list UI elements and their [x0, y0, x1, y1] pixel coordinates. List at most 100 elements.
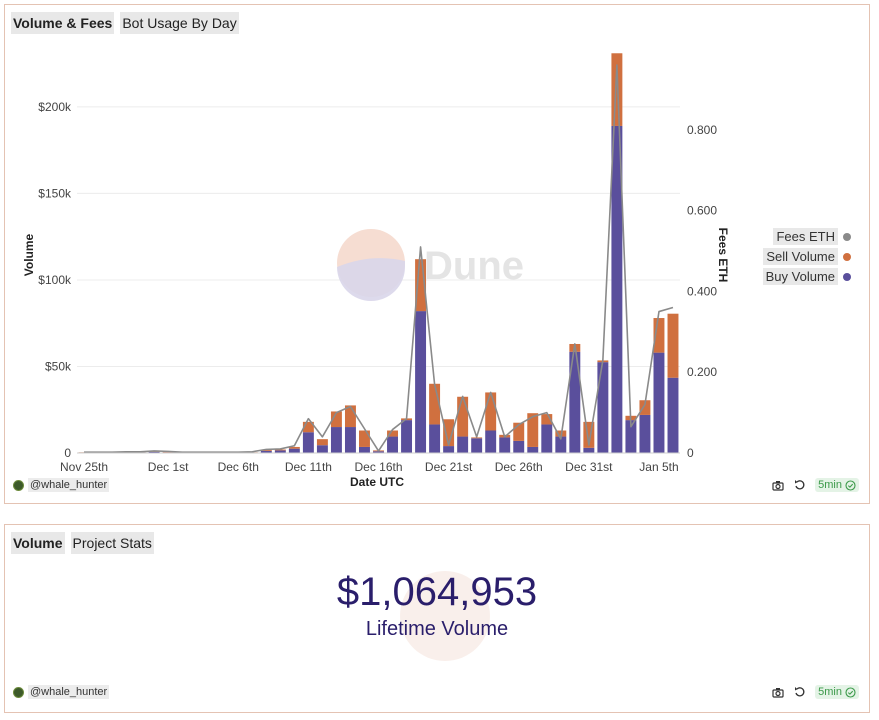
x-tick-label: Dec 26th: [495, 460, 543, 474]
bar-buy-volume[interactable]: [148, 451, 160, 453]
bar-sell-volume[interactable]: [485, 392, 497, 431]
bar-buy-volume[interactable]: [555, 436, 567, 453]
counter-value: $1,064,953: [336, 570, 538, 614]
bar-buy-volume[interactable]: [443, 446, 455, 453]
bar-sell-volume[interactable]: [330, 411, 342, 428]
bar-buy-volume[interactable]: [373, 451, 384, 453]
bar-buy-volume[interactable]: [513, 440, 525, 453]
legend-item-fees[interactable]: Fees ETH: [763, 227, 851, 246]
y-tick-label: 0: [64, 446, 71, 460]
bar-buy-volume[interactable]: [639, 414, 651, 453]
refresh-interval-badge[interactable]: 5min: [815, 478, 859, 492]
bar-sell-volume[interactable]: [443, 419, 455, 447]
bar-sell-volume[interactable]: [260, 450, 272, 451]
bar-buy-volume[interactable]: [471, 438, 483, 453]
bar-sell-volume[interactable]: [667, 313, 679, 378]
bar-sell-volume[interactable]: [653, 318, 665, 353]
bar-buy-volume[interactable]: [485, 430, 497, 453]
bar-buy-volume[interactable]: [611, 125, 623, 454]
bar-sell-volume[interactable]: [471, 437, 483, 439]
bar-buy-volume[interactable]: [316, 445, 328, 453]
y2-axis-title: Fees ETH: [716, 228, 730, 283]
x-tick-label: Dec 16th: [354, 460, 402, 474]
legend-label-buy: Buy Volume: [762, 268, 838, 285]
tab-project-stats[interactable]: Project Stats: [70, 532, 154, 554]
refresh-icon[interactable]: [793, 478, 807, 492]
bar-buy-volume[interactable]: [527, 446, 539, 453]
chart-panel-tabs: Volume & Fees Bot Usage By Day: [11, 12, 239, 34]
tab-volume-fees[interactable]: Volume & Fees: [11, 12, 115, 34]
bar-buy-volume[interactable]: [260, 450, 272, 453]
camera-icon[interactable]: [771, 478, 785, 492]
bar-buy-volume[interactable]: [499, 437, 511, 453]
bar-sell-volume[interactable]: [302, 421, 314, 433]
chart-legend: Fees ETH Sell Volume Buy Volume: [762, 227, 851, 287]
bar-sell-volume[interactable]: [457, 396, 469, 437]
axes: 0 $50k $100k $150k $200k 0 0.200 0.400 0.600 0.80…: [38, 100, 717, 474]
x-tick-label: Dec 1st: [148, 460, 189, 474]
bar-sell-volume[interactable]: [387, 430, 398, 437]
bar-buy-volume[interactable]: [583, 447, 595, 453]
bar-sell-volume[interactable]: [415, 259, 427, 312]
watermark: Dune: [337, 229, 524, 301]
y-tick-label: $50k: [45, 359, 72, 373]
volume-fees-chart: Dune 0 $50k $100k $150k $200k 0 0.200 0.400 0.60…: [22, 53, 730, 489]
bar-sell-volume[interactable]: [429, 383, 441, 425]
author-name: @whale_hunter: [28, 685, 110, 699]
y-tick-label: $150k: [38, 186, 72, 200]
bar-buy-volume[interactable]: [302, 432, 314, 453]
y2-tick-label: 0.200: [687, 365, 717, 379]
bar-sell-volume[interactable]: [316, 439, 328, 446]
author[interactable]: @whale_hunter: [13, 685, 110, 699]
bar-sell-volume[interactable]: [513, 422, 525, 441]
check-circle-icon: [845, 479, 856, 491]
refresh-icon[interactable]: [793, 685, 807, 699]
y-tick-label: $100k: [38, 273, 72, 287]
bar-buy-volume[interactable]: [344, 427, 356, 453]
bar-buy-volume[interactable]: [288, 448, 300, 453]
camera-icon[interactable]: [771, 685, 785, 699]
x-tick-label: Jan 5th: [639, 460, 678, 474]
tab-volume[interactable]: Volume: [11, 532, 65, 554]
bar-buy-volume[interactable]: [625, 420, 637, 453]
stat-panel-tabs: Volume Project Stats: [11, 532, 154, 554]
bar-buy-volume[interactable]: [429, 424, 441, 453]
x-tick-label: Dec 31st: [565, 460, 613, 474]
stat-panel-footer: @whale_hunter 5min: [13, 685, 859, 699]
tab-bot-usage-by-day[interactable]: Bot Usage By Day: [120, 12, 239, 34]
bar-buy-volume[interactable]: [569, 351, 581, 453]
author-name: @whale_hunter: [28, 478, 110, 492]
bar-buy-volume[interactable]: [330, 427, 342, 453]
bar-buy-volume[interactable]: [274, 450, 286, 453]
refresh-interval-badge[interactable]: 5min: [815, 685, 859, 699]
bar-sell-volume[interactable]: [359, 430, 370, 447]
bar-buy-volume[interactable]: [667, 377, 679, 453]
line-fees-eth[interactable]: [84, 64, 674, 453]
bar-buy-volume[interactable]: [359, 446, 370, 453]
bar-buy-volume[interactable]: [597, 362, 609, 453]
bar-buy-volume[interactable]: [387, 436, 398, 453]
refresh-interval-label: 5min: [818, 686, 842, 698]
bar-buy-volume[interactable]: [457, 436, 469, 453]
author[interactable]: @whale_hunter: [13, 478, 110, 492]
legend-dot-buy: [843, 272, 851, 281]
panel-actions: 5min: [771, 478, 859, 492]
bar-sell-volume[interactable]: [583, 421, 595, 448]
legend-item-buy[interactable]: Buy Volume: [762, 267, 851, 286]
y-tick-label: $200k: [38, 100, 72, 114]
bar-sell-volume[interactable]: [541, 414, 553, 425]
avatar: [13, 479, 24, 491]
bar-buy-volume[interactable]: [401, 420, 413, 453]
legend-item-sell[interactable]: Sell Volume: [763, 247, 851, 266]
bar-sell-volume[interactable]: [274, 449, 286, 451]
bar-sell-volume[interactable]: [344, 405, 356, 428]
bar-sell-volume[interactable]: [611, 53, 623, 126]
bar-buy-volume[interactable]: [415, 311, 427, 453]
bar-sell-volume[interactable]: [527, 413, 539, 447]
legend-label-sell: Sell Volume: [763, 248, 838, 265]
bar-sell-volume[interactable]: [639, 400, 651, 415]
y2-tick-label: 0.800: [687, 123, 717, 137]
bar-buy-volume[interactable]: [541, 424, 553, 453]
bar-sell-volume[interactable]: [288, 446, 300, 449]
bar-buy-volume[interactable]: [653, 352, 665, 453]
